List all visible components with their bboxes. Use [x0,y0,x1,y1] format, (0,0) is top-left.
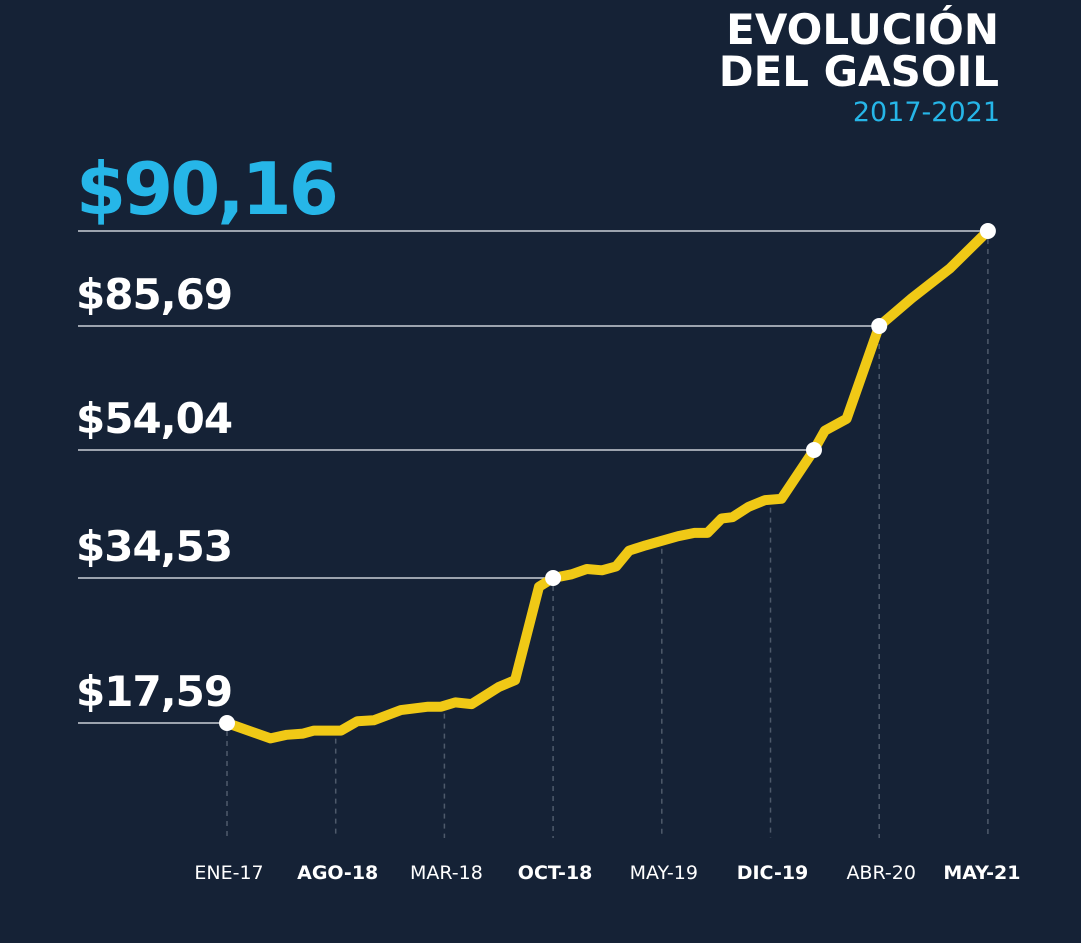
data-point-marker [979,223,996,239]
price-level-label: $54,04 [76,394,232,443]
series-layer [222,226,993,744]
chart-title-line-1: EVOLUCIÓN [726,4,999,54]
chart-title-line-2: DEL GASOIL [719,47,999,96]
x-tick-label: DIC-19 [737,862,809,884]
data-point-marker [805,442,822,458]
price-level-label: $17,59 [76,667,232,716]
price-level-label: $90,16 [76,147,336,231]
price-level-label: $34,53 [76,522,232,571]
x-tick-label: ABR-20 [846,862,916,884]
chart-subtitle: 2017-2021 [853,97,1000,128]
data-point-marker [871,318,888,334]
level-labels: $17,59 $34,53 $54,04 $85,69 $90,16 [76,147,339,716]
series-line [222,226,993,744]
x-tick-label: MAR-18 [410,862,483,884]
x-axis-ticks: ENE-17 AGO-18 MAR-18 OCT-18 MAY-19 DIC-19 ABR-… [194,862,1020,884]
x-tick-label: OCT-18 [518,862,593,884]
data-point-marker [545,570,562,586]
x-tick-label: ENE-17 [194,862,263,884]
x-tick-label: MAY-19 [630,862,698,884]
x-tick-label: MAY-21 [943,862,1020,884]
data-point-marker [219,715,235,731]
vertical-guides [226,239,989,838]
x-tick-label: AGO-18 [297,862,378,884]
level-lines [78,230,988,724]
markers [219,223,996,731]
price-level-label: $85,69 [76,270,232,319]
